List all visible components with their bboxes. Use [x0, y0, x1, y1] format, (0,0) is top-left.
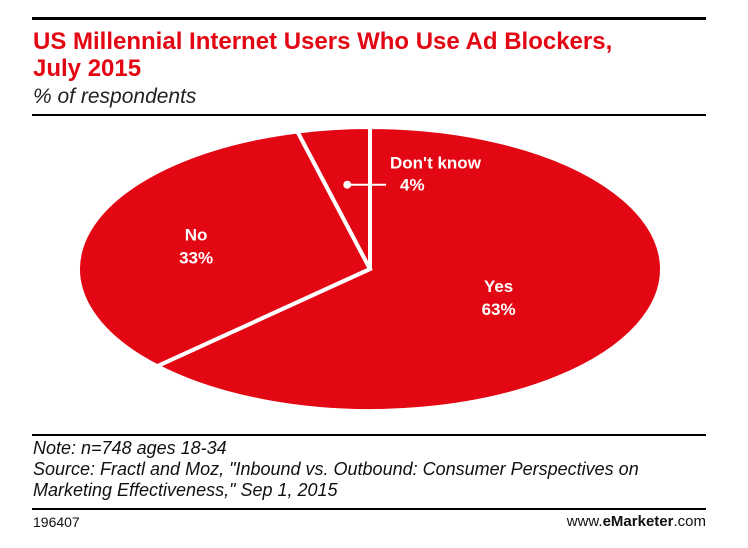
- chart-subtitle: % of respondents: [33, 85, 197, 108]
- notes-rule: [32, 434, 706, 436]
- slice-label-yes: Yes: [484, 277, 513, 296]
- chart-title-line1: US Millennial Internet Users Who Use Ad …: [33, 28, 613, 55]
- slice-value-dont-know: 4%: [400, 176, 425, 195]
- slice-label-no: No: [185, 225, 208, 244]
- pie-slice-dont-know: [294, 124, 372, 270]
- slice-label-dont-know: Don't know: [390, 154, 482, 173]
- slice-value-no: 33%: [179, 248, 213, 267]
- chart-title: US Millennial Internet Users Who Use Ad …: [33, 28, 705, 82]
- source-text-line1: Source: Fractl and Moz, "Inbound vs. Out…: [33, 459, 639, 479]
- brand-suffix: .com: [673, 513, 706, 530]
- title-rule: [32, 114, 706, 116]
- pie-slice-yes: [152, 124, 664, 413]
- pie-chart: Yes 63% No 33% Don't know 4%: [32, 118, 706, 434]
- chart-title-line2: July 2015: [33, 55, 142, 82]
- top-rule: [32, 17, 706, 20]
- note-text: Note: n=748 ages 18-34: [33, 438, 227, 458]
- pie-slice-no: [76, 129, 373, 369]
- chart-id: 196407: [33, 514, 80, 530]
- source-text-line2: Marketing Effectiveness," Sep 1, 2015: [33, 480, 338, 500]
- brand-credit: www.eMarketer.com: [567, 513, 706, 530]
- footer-rule: [32, 508, 706, 510]
- chart-notes: Note: n=748 ages 18-34 Source: Fractl an…: [33, 438, 705, 501]
- pie-chart-svg: Yes 63% No 33% Don't know 4%: [76, 124, 664, 413]
- slice-value-yes: 63%: [482, 300, 516, 319]
- brand-name: eMarketer: [602, 513, 674, 530]
- brand-prefix: www.: [566, 513, 603, 530]
